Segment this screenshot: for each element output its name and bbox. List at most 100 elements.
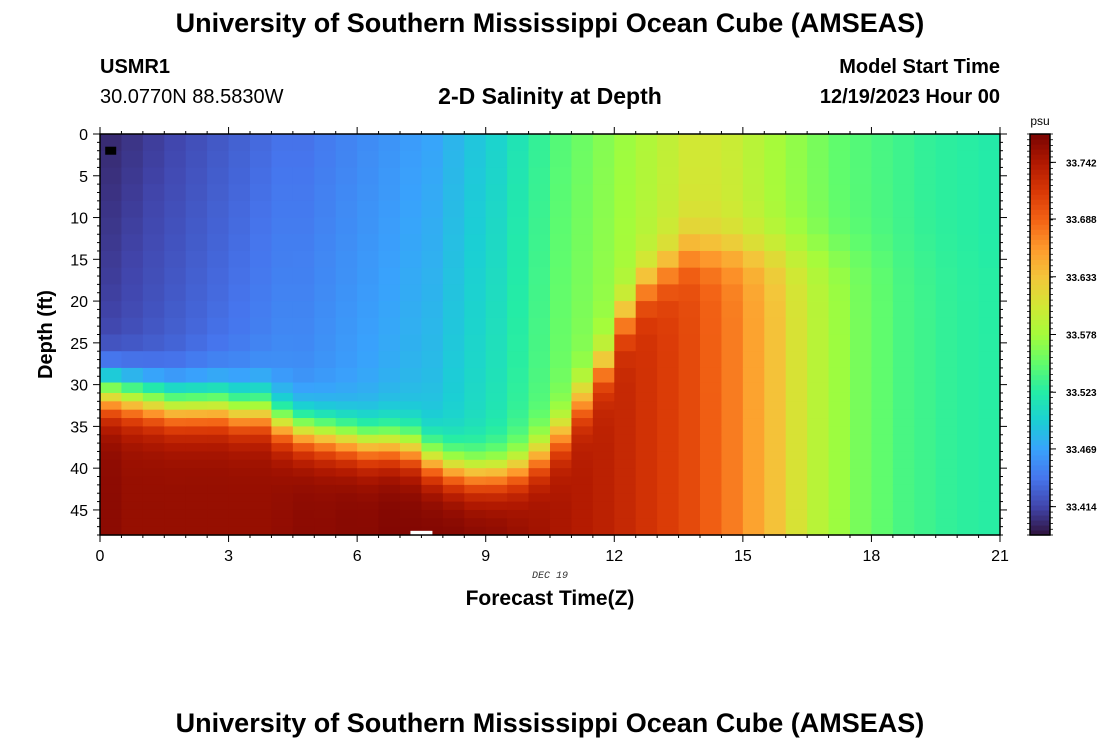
heatmap-cell (550, 134, 573, 152)
heatmap-cell (250, 459, 273, 469)
heatmap-cell (228, 200, 251, 219)
heatmap-cell (957, 476, 980, 486)
heatmap-cell (678, 351, 701, 369)
heatmap-cell (485, 267, 508, 285)
colorbar-swatch (1030, 479, 1050, 486)
heatmap-cell (614, 468, 637, 478)
heatmap-cell (850, 526, 873, 536)
heatmap-cell (185, 382, 208, 394)
heatmap-cell (121, 418, 144, 427)
heatmap-cell (400, 382, 423, 394)
heatmap-cell (207, 468, 230, 478)
heatmap-cell (442, 434, 465, 444)
heatmap-cell (164, 392, 187, 402)
heatmap-cell (700, 150, 723, 169)
heatmap-cell (507, 493, 530, 503)
heatmap-cell (271, 426, 294, 436)
heatmap-cell (635, 493, 658, 503)
heatmap-cell (914, 382, 937, 394)
heatmap-cell (807, 267, 830, 285)
heatmap-cell (421, 234, 444, 252)
heatmap-cell (892, 367, 915, 384)
heatmap-cell (400, 267, 423, 285)
colorbar-swatch (1030, 369, 1050, 376)
heatmap-cell (678, 459, 701, 469)
heatmap-cell (807, 518, 830, 528)
heatmap-cell (207, 509, 230, 519)
heatmap-cell (142, 150, 165, 169)
heatmap-cell (271, 476, 294, 486)
heatmap-cell (957, 184, 980, 202)
heatmap-cell (807, 476, 830, 486)
heatmap-cell (292, 509, 315, 519)
heatmap-cell (935, 426, 958, 436)
heatmap-cell (507, 426, 530, 436)
heatmap-cell (250, 382, 273, 394)
colorbar-swatch (1030, 484, 1050, 491)
heatmap-cell (571, 334, 594, 352)
heatmap-cell (742, 484, 765, 494)
heatmap-cell (764, 184, 787, 202)
heatmap-cell (528, 509, 551, 519)
heatmap-cell (742, 134, 765, 152)
heatmap-cell (271, 367, 294, 384)
heatmap-cell (700, 476, 723, 486)
heatmap-cell (292, 334, 315, 352)
heatmap-cell (507, 468, 530, 478)
heatmap-cell (700, 267, 723, 285)
heatmap-cell (528, 167, 551, 185)
heatmap-cell (464, 284, 487, 302)
heatmap-cell (635, 459, 658, 469)
heatmap-cell (935, 509, 958, 519)
heatmap-cell (185, 284, 208, 302)
x-axis: 0 3 6 9 12 15 18 21 (96, 127, 1009, 565)
heatmap-cell (121, 334, 144, 352)
footer-title: University of Southern Mississippi Ocean… (175, 708, 925, 738)
heatmap-cell (121, 301, 144, 319)
heatmap-cell (442, 401, 465, 411)
heatmap-cell (485, 526, 508, 536)
heatmap-cell (592, 451, 615, 461)
heatmap-cell (485, 418, 508, 427)
heatmap-cell (892, 250, 915, 269)
heatmap-cell (592, 134, 615, 152)
colorbar-swatch (1030, 434, 1050, 441)
heatmap-cell (871, 443, 894, 453)
heatmap-cell (550, 382, 573, 394)
heatmap-cell (550, 317, 573, 336)
heatmap-cell (571, 518, 594, 528)
heatmap-cell (721, 409, 744, 419)
heatmap-cell (764, 434, 787, 444)
heatmap-cell (250, 426, 273, 436)
heatmap-cell (442, 501, 465, 511)
heatmap-cell (100, 284, 123, 302)
heatmap-cell (528, 518, 551, 528)
heatmap-cell (185, 409, 208, 419)
heatmap-cell (764, 301, 787, 319)
heatmap-cell (314, 150, 337, 169)
heatmap-cell (100, 476, 123, 486)
x-tick-label: 21 (991, 548, 1009, 565)
heatmap-cell (657, 518, 680, 528)
heatmap-cell (871, 301, 894, 319)
heatmap-cell (871, 184, 894, 202)
heatmap-cell (785, 334, 808, 352)
heatmap-cell (807, 167, 830, 185)
heatmap-cell (357, 367, 380, 384)
heatmap-cell (871, 493, 894, 503)
heatmap-cell (421, 317, 444, 336)
heatmap-cell (464, 418, 487, 427)
heatmap-cell (228, 518, 251, 528)
heatmap-cell (957, 150, 980, 169)
heatmap-cell (314, 493, 337, 503)
colorbar-swatch (1030, 349, 1050, 356)
heatmap-cell (121, 518, 144, 528)
heatmap-cell (871, 134, 894, 152)
heatmap-cell (978, 526, 1001, 536)
heatmap-cell (357, 134, 380, 152)
heatmap-cell (592, 459, 615, 469)
heatmap-cell (378, 509, 401, 519)
heatmap-cell (207, 518, 230, 528)
heatmap-cell (957, 301, 980, 319)
heatmap-cell (935, 443, 958, 453)
